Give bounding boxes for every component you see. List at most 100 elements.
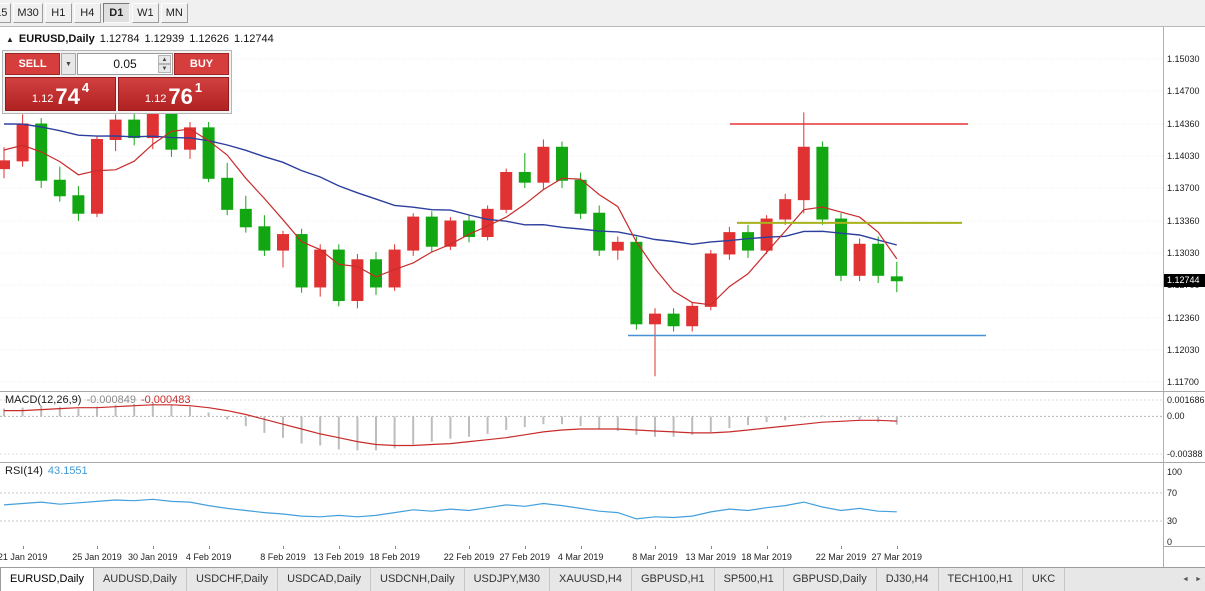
chart-tab-USDCHF-Daily[interactable]: USDCHF,Daily xyxy=(186,568,279,591)
rsi-line xyxy=(3,498,897,520)
date-tick xyxy=(766,546,768,549)
tab-scroll-left-button[interactable]: ◄ xyxy=(1179,568,1192,591)
rsi-axis-label: 0 xyxy=(1167,537,1173,547)
date-axis-label: 18 Feb 2019 xyxy=(369,552,420,562)
lot-dropdown-button[interactable]: ▼ xyxy=(61,53,76,75)
date-tick xyxy=(97,546,98,549)
buy-price-pip: 1 xyxy=(194,80,203,95)
date-axis-label: 18 Mar 2019 xyxy=(741,552,792,562)
buy-price-display[interactable]: 1.12 76 1 xyxy=(118,77,229,111)
chart-tabbar: EURUSD,Daily AUDUSD,Daily USDCHF,Daily USDC… xyxy=(0,567,1205,591)
chart-tab-USDCAD-Daily[interactable]: USDCAD,Daily xyxy=(278,568,372,591)
timeframe-button-MN[interactable]: MN xyxy=(160,3,188,23)
lot-decrease-button[interactable]: ▼ xyxy=(158,64,171,73)
lot-increase-button[interactable]: ▲ xyxy=(158,55,171,64)
date-axis-label: 4 Mar 2019 xyxy=(557,552,604,562)
sell-button[interactable]: SELL xyxy=(5,53,60,75)
chart-tab-TECH100-H1[interactable]: TECH100,H1 xyxy=(938,568,1023,591)
ohlc-open: 1.12784 xyxy=(99,33,140,45)
price-axis-label: 1.12360 xyxy=(1167,312,1200,323)
chart-tab-GBPUSD-H1[interactable]: GBPUSD,H1 xyxy=(632,568,715,591)
date-tick xyxy=(896,546,898,549)
ohlc-low: 1.12626 xyxy=(189,33,230,45)
price-axis-label: 1.13700 xyxy=(1167,183,1200,193)
date-tick xyxy=(469,546,470,549)
date-tick xyxy=(283,546,284,549)
timeframe-button-M30[interactable]: M30 xyxy=(13,3,43,23)
date-tick xyxy=(22,546,24,549)
buy-price-main: 76 xyxy=(168,84,193,110)
chart-tab-USDJPY-M30[interactable]: USDJPY,M30 xyxy=(464,568,551,591)
timeframe-toolbar: M15M30H1H4D1W1MN xyxy=(0,0,1205,27)
price-gridlines xyxy=(0,58,1163,383)
chart-symbol-label: EURUSD,Daily xyxy=(18,33,95,45)
price-axis-label: 1.15030 xyxy=(1167,54,1200,64)
chart-tab-SP500-H1[interactable]: SP500,H1 xyxy=(714,568,784,591)
chart-header: ▲ EURUSD,Daily 1.12784 1.12939 1.12626 1… xyxy=(6,33,274,45)
rsi-axis-label: 30 xyxy=(1167,516,1178,526)
chart-tab-EURUSD-Daily[interactable]: EURUSD,Daily xyxy=(0,568,94,591)
chart-tab-UKC[interactable]: UKC xyxy=(1022,568,1066,591)
ma-fast-line xyxy=(3,128,898,306)
macd-axis-label: -0.00388 xyxy=(1167,449,1203,460)
timeframe-button-D1[interactable]: D1 xyxy=(102,3,130,23)
date-axis-label: 27 Feb 2019 xyxy=(499,552,551,562)
lot-size-input[interactable]: 0.05 ▲ ▼ xyxy=(77,53,173,75)
macd-indicator-chart xyxy=(0,399,1163,455)
panel-separator[interactable] xyxy=(0,391,1205,392)
buy-price-prefix: 1.12 xyxy=(144,93,167,105)
date-tick xyxy=(841,546,842,549)
macd-histogram xyxy=(3,402,898,451)
price-axis-label: 1.13360 xyxy=(1167,215,1200,226)
chart-tab-AUDUSD-Daily[interactable]: AUDUSD,Daily xyxy=(93,568,187,591)
date-axis-label: 30 Jan 2019 xyxy=(128,552,178,562)
tab-scroll-buttons: ◄ ► xyxy=(1179,568,1205,591)
price-axis-separator xyxy=(1163,27,1164,567)
date-tick xyxy=(394,546,396,549)
chart-tab-DJ30-H4[interactable]: DJ30,H4 xyxy=(876,568,939,591)
timeframe-button-H4[interactable]: H4 xyxy=(73,3,101,23)
lot-size-value: 0.05 xyxy=(113,57,137,71)
lot-spinner: ▲ ▼ xyxy=(158,55,171,73)
rsi-value: 43.1551 xyxy=(47,465,88,477)
buy-button[interactable]: BUY xyxy=(174,53,229,75)
chart-tab-USDCNH-Daily[interactable]: USDCNH,Daily xyxy=(371,568,465,591)
price-axis-label: 1.12030 xyxy=(1167,345,1200,355)
chart-tab-XAUUSD-H4[interactable]: XAUUSD,H4 xyxy=(550,568,632,591)
timeframe-button-W1[interactable]: W1 xyxy=(131,3,159,23)
sell-price-display[interactable]: 1.12 74 4 xyxy=(5,77,116,111)
chart-tab-GBPUSD-Daily[interactable]: GBPUSD,Daily xyxy=(783,568,877,591)
rsi-indicator-chart xyxy=(0,492,1163,522)
candlestick-chart[interactable] xyxy=(0,27,1163,391)
date-axis: 21 Jan 2019 25 Jan 2019 30 Jan 2019 4 Feb 2… xyxy=(0,546,1163,567)
date-axis-label: 13 Feb 2019 xyxy=(313,552,365,562)
date-tick xyxy=(152,546,154,549)
macd-signal-line xyxy=(4,404,897,447)
timeframe-button-H1[interactable]: H1 xyxy=(44,3,72,23)
price-axis-label: 1.13030 xyxy=(1167,248,1200,258)
one-click-trade-panel: SELL ▼ 0.05 ▲ ▼ BUY 1.12 74 4 1.12 76 1 xyxy=(2,50,232,114)
macd-axis-label: 0.00 xyxy=(1167,411,1185,422)
price-axis-label: 1.14030 xyxy=(1167,151,1200,161)
price-axis-label: 1.14700 xyxy=(1167,86,1200,96)
date-tick xyxy=(338,546,340,549)
date-axis-label: 21 Jan 2019 xyxy=(0,552,48,562)
ma-slow-line xyxy=(3,123,897,246)
macd-signal-value: -0.000483 xyxy=(140,394,191,406)
chart-active-icon: ▲ xyxy=(6,34,14,44)
date-axis-label: 25 Jan 2019 xyxy=(72,552,122,562)
rsi-axis-label: 70 xyxy=(1167,488,1178,498)
sell-price-main: 74 xyxy=(55,84,80,110)
price-axis-label: 1.11700 xyxy=(1167,377,1199,387)
date-axis-label: 4 Feb 2019 xyxy=(185,552,232,562)
tab-scroll-right-button[interactable]: ► xyxy=(1192,568,1205,591)
date-axis-label: 8 Feb 2019 xyxy=(260,552,306,562)
timeframe-button-M15[interactable]: M15 xyxy=(0,3,12,23)
date-axis-label: 22 Feb 2019 xyxy=(443,552,495,562)
date-axis-label: 22 Mar 2019 xyxy=(815,552,867,562)
date-axis-label: 13 Mar 2019 xyxy=(685,552,737,562)
panel-separator[interactable] xyxy=(0,462,1205,463)
date-axis-label: 8 Mar 2019 xyxy=(632,552,678,562)
date-tick xyxy=(524,546,526,549)
